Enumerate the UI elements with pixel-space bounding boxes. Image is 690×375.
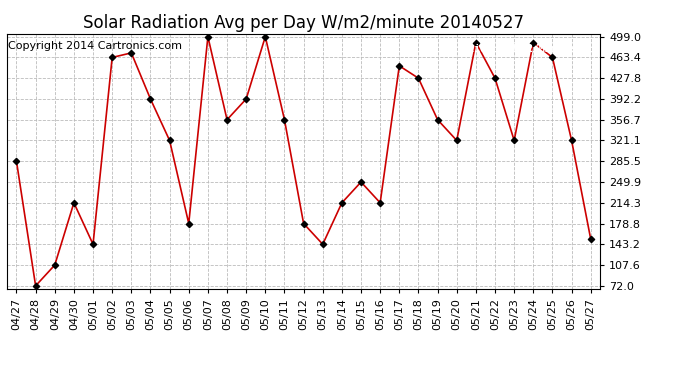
Point bbox=[375, 200, 386, 206]
Point bbox=[279, 117, 290, 123]
Point bbox=[355, 179, 366, 185]
Point bbox=[547, 54, 558, 60]
Point bbox=[432, 117, 443, 123]
Point bbox=[489, 75, 500, 81]
Point bbox=[566, 138, 577, 144]
Text: Copyright 2014 Cartronics.com: Copyright 2014 Cartronics.com bbox=[8, 41, 182, 51]
Point bbox=[221, 117, 233, 123]
Point bbox=[241, 96, 252, 102]
Point bbox=[451, 138, 462, 144]
Point bbox=[145, 96, 156, 102]
Point bbox=[260, 34, 271, 40]
Point bbox=[164, 138, 175, 144]
Point bbox=[107, 54, 118, 60]
Point bbox=[49, 262, 60, 268]
Point bbox=[30, 283, 41, 289]
Point bbox=[202, 34, 213, 40]
Point bbox=[317, 241, 328, 247]
Point bbox=[413, 75, 424, 81]
Point bbox=[528, 39, 539, 45]
Point bbox=[509, 138, 520, 144]
Point bbox=[585, 236, 596, 242]
Point bbox=[68, 200, 79, 206]
Point bbox=[184, 220, 195, 226]
Point bbox=[298, 220, 309, 226]
Point bbox=[88, 241, 99, 247]
Point bbox=[336, 200, 347, 206]
Point bbox=[394, 63, 405, 69]
Point bbox=[471, 39, 482, 45]
Point bbox=[126, 50, 137, 56]
Point bbox=[11, 158, 22, 164]
Title: Solar Radiation Avg per Day W/m2/minute 20140527: Solar Radiation Avg per Day W/m2/minute … bbox=[83, 14, 524, 32]
